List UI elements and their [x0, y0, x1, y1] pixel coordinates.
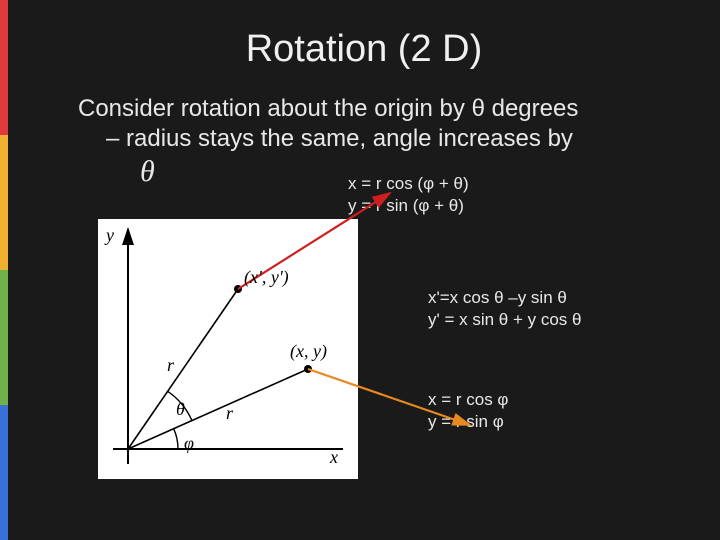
sub-text: – radius stays the same, angle increases…	[106, 125, 680, 153]
point-xy-label: (x, y)	[290, 341, 327, 362]
lead-text: Consider rotation about the origin by θ …	[78, 93, 680, 125]
content-area: x = r cos (φ + θ) y = r sin (φ + θ) x'=x…	[48, 179, 680, 519]
eq-line: y = r sin φ	[428, 411, 508, 432]
theta-label: θ	[176, 399, 185, 420]
radius-label-1: r	[226, 403, 233, 424]
eq-line: y = r sin (φ + θ)	[348, 195, 469, 216]
eq-line: y' = x sin θ + y cos θ	[428, 309, 581, 330]
eq-line: x = r cos (φ + θ)	[348, 173, 469, 194]
slide: Rotation (2 D) Consider rotation about t…	[0, 0, 720, 540]
radius-label-2: r	[167, 355, 174, 376]
x-axis-label: x	[330, 447, 338, 468]
rotation-diagram: y x (x, y) (x', y') r r θ φ	[98, 219, 358, 479]
y-axis-label: y	[106, 225, 114, 246]
slide-title: Rotation (2 D)	[48, 28, 680, 71]
point-xpyp-label: (x', y')	[244, 267, 289, 288]
eq-line: x'=x cos θ –y sin θ	[428, 287, 581, 308]
eq-line: x = r cos φ	[428, 389, 508, 410]
equations-result: x'=x cos θ –y sin θ y' = x sin θ + y cos…	[428, 287, 581, 330]
phi-label: φ	[184, 433, 194, 454]
